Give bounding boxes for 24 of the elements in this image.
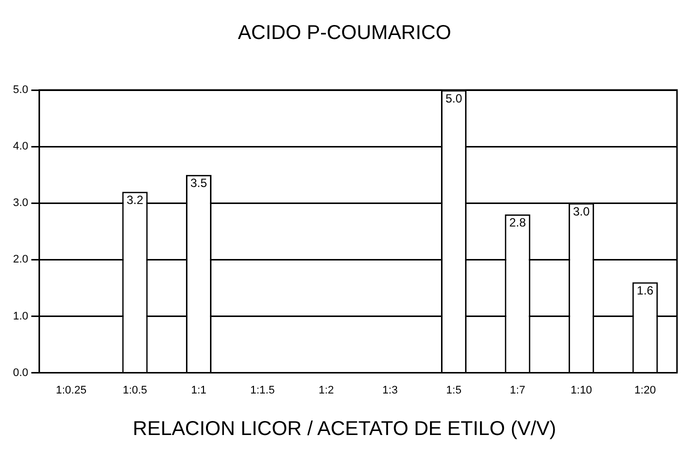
x-tick-label: 1:2: [318, 384, 334, 396]
chart-title: ACIDO P-COUMARICO: [236, 22, 452, 45]
data-label: 3.5: [190, 176, 208, 190]
y-tick-label: 1.0: [12, 310, 28, 322]
x-tick-label: 1:1.5: [250, 384, 275, 396]
data-label: 3.0: [573, 204, 590, 218]
x-tick-label: 1:3: [382, 384, 398, 396]
y-tick-label: 5.0: [12, 84, 28, 96]
y-tick-label: 0.0: [12, 366, 28, 379]
x-axis-title: RELACION LICOR / ACETATO DE ETILO (V/V): [132, 418, 558, 441]
data-label: 1.6: [636, 284, 654, 298]
data-label: 2.8: [509, 216, 526, 230]
x-tick-label: 1:7: [510, 384, 526, 396]
data-label: 3.2: [126, 193, 144, 208]
x-tick-label: 1:5: [446, 384, 462, 396]
x-tick-label: 1:10: [570, 384, 592, 396]
y-tick-label: 3.0: [12, 197, 28, 210]
y-tick-label: 2.0: [12, 254, 28, 266]
y-tick-label: 4.0: [12, 140, 28, 153]
x-tick-label: 1:0.5: [122, 384, 148, 396]
x-tick-label: 1:20: [634, 384, 656, 396]
x-tick-label: 1:0.25: [56, 384, 86, 396]
x-tick-label: 1:1: [191, 384, 206, 396]
data-label: 5.0: [445, 91, 462, 106]
